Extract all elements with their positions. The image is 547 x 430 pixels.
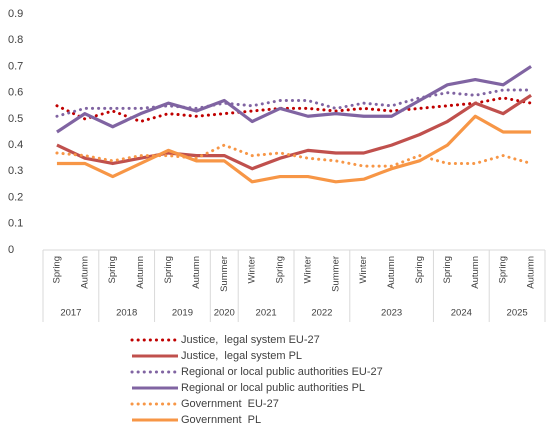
x-tick-label: Winter bbox=[247, 256, 258, 283]
x-tick-label: Spring bbox=[414, 256, 425, 283]
x-group-label: 2017 bbox=[60, 308, 81, 319]
y-tick-label: 0.4 bbox=[8, 139, 23, 151]
x-tick-label: Autumn bbox=[191, 256, 202, 289]
x-tick-label: Spring bbox=[442, 256, 453, 283]
x-tick-label: Autumn bbox=[386, 256, 397, 289]
x-tick-label: Winter bbox=[358, 256, 369, 283]
x-group-label: 2021 bbox=[256, 308, 277, 319]
x-group-label: 2025 bbox=[507, 308, 528, 319]
x-tick-label: Autumn bbox=[470, 256, 481, 289]
x-tick-label: Spring bbox=[498, 256, 509, 283]
y-tick-label: 0.3 bbox=[8, 165, 23, 177]
y-tick-label: 0.9 bbox=[8, 8, 23, 20]
x-tick-label: Autumn bbox=[135, 256, 146, 289]
x-tick-label: Spring bbox=[107, 256, 118, 283]
series-line bbox=[55, 88, 533, 118]
x-tick-label: Spring bbox=[163, 256, 174, 283]
series-line bbox=[56, 114, 532, 184]
y-tick-label: 0 bbox=[8, 244, 14, 256]
legend-label: Government EU-27 bbox=[181, 398, 279, 410]
y-tick-label: 0.7 bbox=[8, 60, 23, 72]
y-tick-label: 0.2 bbox=[8, 191, 23, 203]
x-tick-label: Spring bbox=[51, 256, 62, 283]
x-tick-label: Summer bbox=[330, 256, 341, 292]
x-tick-label: Autumn bbox=[79, 256, 90, 289]
y-tick-label: 0.1 bbox=[8, 218, 23, 230]
y-tick-label: 0.8 bbox=[8, 34, 23, 46]
x-group-label: 2019 bbox=[172, 308, 193, 319]
y-tick-label: 0.5 bbox=[8, 113, 23, 125]
x-group-label: 2018 bbox=[116, 308, 137, 319]
legend-label: Regional or local public authorities PL bbox=[181, 382, 365, 394]
series-line bbox=[55, 96, 533, 124]
x-tick-label: Spring bbox=[275, 256, 286, 283]
x-group-label: 2020 bbox=[214, 308, 235, 319]
legend-label: Justice, legal system PL bbox=[181, 350, 302, 362]
x-group-label: 2024 bbox=[451, 308, 472, 319]
series-line bbox=[56, 65, 532, 134]
x-tick-label: Autumn bbox=[526, 256, 537, 289]
x-tick-label: Winter bbox=[302, 256, 313, 283]
legend-label: Regional or local public authorities EU-… bbox=[181, 366, 383, 378]
x-tick-label: Summer bbox=[219, 256, 230, 292]
legend-label: Government PL bbox=[181, 414, 261, 426]
x-group-label: 2022 bbox=[311, 308, 332, 319]
legend-label: Justice, legal system EU-27 bbox=[181, 334, 320, 346]
y-tick-label: 0.6 bbox=[8, 87, 23, 99]
x-group-label: 2023 bbox=[381, 308, 402, 319]
series-line bbox=[55, 143, 533, 168]
